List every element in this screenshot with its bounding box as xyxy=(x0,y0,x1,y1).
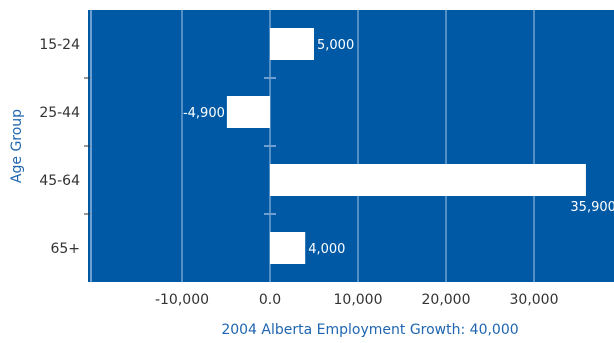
data-labels: 5,000 -4,900 35,900 4,000 xyxy=(183,38,614,257)
category-label-25-44: 25-44 xyxy=(39,105,80,121)
plot-area xyxy=(88,10,614,282)
data-label-65+: 4,000 xyxy=(308,242,345,257)
bars xyxy=(226,28,586,264)
x-tick-labels: -10,000 0.0 10,000 20,000 30,000 xyxy=(155,292,559,308)
y-axis-title: Age Group xyxy=(9,109,25,183)
x-tick-label: -10,000 xyxy=(155,292,209,308)
x-tick-label: 30,000 xyxy=(510,292,559,308)
data-label-45-64: 35,900 xyxy=(570,200,614,215)
category-label-15-24: 15-24 xyxy=(39,37,80,53)
category-label-65+: 65+ xyxy=(50,241,80,257)
gridlines xyxy=(84,10,535,282)
bar-15-24 xyxy=(270,28,314,60)
category-labels: 15-24 25-44 45-64 65+ xyxy=(39,37,80,257)
bar-65+ xyxy=(270,232,306,264)
bar-45-64 xyxy=(270,164,586,196)
data-label-25-44: -4,900 xyxy=(183,106,225,121)
x-tick-label: 20,000 xyxy=(422,292,471,308)
x-axis-title: 2004 Alberta Employment Growth: 40,000 xyxy=(221,322,518,338)
data-label-15-24: 5,000 xyxy=(317,38,354,53)
bar-25-44 xyxy=(226,96,270,128)
x-tick-label: 0.0 xyxy=(259,292,281,308)
category-label-45-64: 45-64 xyxy=(39,173,80,189)
x-tick-label: 10,000 xyxy=(334,292,383,308)
